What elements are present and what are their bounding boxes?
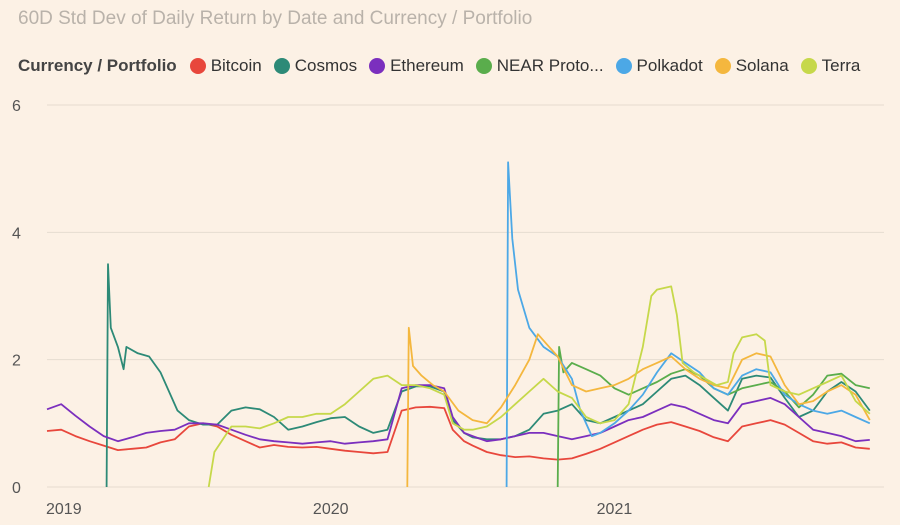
chart-title: 60D Std Dev of Daily Return by Date and … (18, 8, 533, 29)
legend-item-terra[interactable]: Terra (800, 56, 861, 76)
legend-marker (189, 58, 206, 74)
x-tick-label: 2021 (597, 501, 633, 518)
legend-marker (800, 58, 817, 74)
legend-item-solana[interactable]: Solana (714, 56, 789, 76)
legend-label: NEAR Proto... (496, 56, 604, 75)
legend-item-near-proto[interactable]: NEAR Proto... (475, 56, 604, 76)
legend-marker (714, 58, 731, 74)
series-line-polkadot[interactable] (505, 161, 871, 488)
legend-label: Solana (735, 56, 789, 75)
legend-marker (615, 58, 632, 74)
legend-item-polkadot[interactable]: Polkadot (615, 56, 703, 76)
x-tick-label: 2019 (46, 501, 82, 518)
series-line-terra[interactable] (207, 285, 871, 488)
legend-item-cosmos[interactable]: Cosmos (273, 56, 358, 76)
series-line-ethereum[interactable] (46, 384, 870, 445)
series-line-solana[interactable] (406, 326, 871, 488)
legend-label: Terra (821, 56, 861, 75)
y-tick-label: 6 (12, 98, 21, 115)
series-line-near-proto[interactable] (556, 346, 870, 488)
legend-title: Currency / Portfolio (18, 56, 177, 75)
legend-item-bitcoin[interactable]: Bitcoin (189, 56, 262, 76)
series-line-bitcoin[interactable] (46, 405, 870, 461)
legend-label: Cosmos (294, 56, 358, 75)
legend-label: Ethereum (390, 56, 464, 75)
legend-label: Polkadot (636, 56, 703, 75)
legend-marker (273, 58, 290, 74)
x-tick-label: 2020 (313, 501, 349, 518)
legend-label: Bitcoin (210, 56, 262, 75)
y-tick-label: 0 (12, 480, 21, 497)
y-tick-label: 2 (12, 353, 21, 370)
legend-marker (475, 58, 492, 74)
y-tick-label: 4 (12, 225, 21, 242)
legend: Currency / Portfolio Bitcoin Cosmos Ethere… (18, 56, 890, 76)
legend-item-ethereum[interactable]: Ethereum (369, 56, 464, 76)
legend-marker (369, 58, 386, 74)
series-line-cosmos[interactable] (105, 263, 871, 488)
